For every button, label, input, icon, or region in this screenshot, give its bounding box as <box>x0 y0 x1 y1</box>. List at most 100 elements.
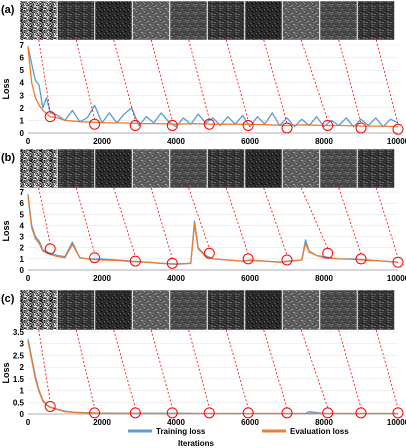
checkpoint-marker <box>392 123 404 135</box>
checkpoint-connector <box>263 39 288 124</box>
checkpoint-marker <box>355 122 367 134</box>
evaluation-loss-line <box>27 341 398 415</box>
checkpoint-connector <box>38 187 51 244</box>
thumbnail-image <box>282 289 320 331</box>
y-tick-label: 2.5 <box>13 351 25 360</box>
thumbnail-image <box>94 289 133 331</box>
checkpoint-connector <box>75 39 95 120</box>
checkpoint-connector <box>113 329 136 408</box>
panel-label: (b) <box>1 152 15 164</box>
checkpoint-marker <box>322 247 334 259</box>
y-axis-title: Loss <box>1 220 11 241</box>
checkpoint-connector <box>150 187 173 259</box>
thumbnail-image <box>169 148 208 189</box>
thumbnail-image <box>207 148 245 189</box>
thumbnail-image <box>57 289 95 331</box>
checkpoint-marker <box>281 407 293 419</box>
thumbnail-image <box>132 0 170 41</box>
x-tick-label: 4000 <box>167 137 185 146</box>
y-tick-label: 7 <box>20 41 25 50</box>
checkpoint-marker <box>203 118 215 130</box>
y-tick-label: 3.5 <box>13 328 25 337</box>
training-loss-line <box>27 46 399 128</box>
training-loss-line <box>27 194 399 266</box>
checkpoint-marker <box>129 407 141 419</box>
y-tick-label: 4 <box>20 79 25 88</box>
checkpoint-marker <box>322 407 334 419</box>
x-tick-label: 10000 <box>387 274 406 283</box>
checkpoint-marker <box>392 407 404 419</box>
checkpoint-marker <box>44 243 56 255</box>
checkpoint-marker <box>166 407 178 419</box>
y-tick-label: 1.5 <box>13 375 25 384</box>
thumbnail-image <box>207 289 245 331</box>
panel-b: (b) Loss 0 1 2 3 4 5 6 7 0 2000 4000 6000 8000 10000 <box>1 148 406 283</box>
thumbnail-image <box>19 0 58 41</box>
thumbnail-image <box>57 148 95 189</box>
panel-label: (a) <box>1 4 15 16</box>
y-tick-label: 5 <box>20 210 25 219</box>
checkpoint-marker <box>355 407 367 419</box>
thumbnail-image <box>169 0 208 41</box>
thumbnail-image <box>357 0 395 41</box>
panel-c: (c) Loss 0 0.5 1 1.5 2 2.5 3 3.5 0 2000 4000 6000 8000… <box>1 289 406 427</box>
checkpoint-connector <box>375 329 399 408</box>
thumbnail-image <box>94 148 133 189</box>
x-tick-label: 0 <box>26 274 31 283</box>
checkpoint-marker <box>89 252 101 264</box>
checkpoint-connector <box>188 329 210 408</box>
checkpoint-connector <box>75 187 95 253</box>
y-tick-label: 0 <box>20 266 25 275</box>
checkpoint-marker <box>129 119 141 131</box>
panel-a: (a) Loss 0 1 2 3 4 5 6 7 0 2000 4000 6000 8000 10000 <box>1 0 406 146</box>
x-tick-label: 8000 <box>315 418 333 427</box>
thumbnail-image <box>282 0 320 41</box>
y-tick-label: 7 <box>20 188 25 197</box>
checkpoint-marker <box>203 407 215 419</box>
x-tick-label: 10000 <box>387 137 406 146</box>
thumbnail-image <box>357 148 395 189</box>
x-tick-label: 0 <box>26 418 31 427</box>
checkpoint-connector <box>113 187 136 257</box>
checkpoint-marker <box>44 401 56 413</box>
checkpoint-marker <box>281 254 293 266</box>
x-tick-label: 8000 <box>315 274 333 283</box>
y-tick-label: 6 <box>20 199 25 208</box>
checkpoint-marker <box>242 253 254 265</box>
thumbnail-image <box>94 0 133 41</box>
checkpoint-marker <box>129 255 141 267</box>
thumbnail-image <box>319 148 358 189</box>
x-tick-label: 4000 <box>167 274 185 283</box>
checkpoint-connector <box>38 39 51 112</box>
x-tick-label: 10000 <box>387 418 406 427</box>
checkpoint-connector <box>263 329 288 408</box>
x-tick-label: 8000 <box>315 137 333 146</box>
checkpoint-marker <box>242 407 254 419</box>
y-tick-label: 3 <box>20 340 25 349</box>
thumbnail-image <box>244 289 283 331</box>
x-tick-label: 6000 <box>241 274 259 283</box>
checkpoint-marker <box>392 256 404 268</box>
checkpoint-connector <box>225 329 249 408</box>
y-tick-label: 1 <box>20 255 25 264</box>
legend: Training loss Evaluation loss <box>128 427 349 436</box>
thumbnail-image <box>244 0 283 41</box>
evaluation-loss-line <box>27 196 399 265</box>
checkpoint-connector <box>263 187 288 256</box>
checkpoint-connector <box>338 187 362 254</box>
thumbnail-image <box>282 148 320 189</box>
x-tick-label: 2000 <box>93 137 111 146</box>
thumbnail-image <box>169 289 208 331</box>
panel-label: (c) <box>1 293 15 305</box>
y-tick-label: 4 <box>20 221 25 230</box>
y-tick-label: 2 <box>20 244 25 253</box>
checkpoint-marker <box>166 257 178 269</box>
checkpoint-connector <box>150 329 173 408</box>
checkpoint-connector <box>75 329 95 408</box>
checkpoint-marker <box>322 119 334 131</box>
checkpoint-connector <box>338 39 362 124</box>
y-tick-label: 2 <box>20 104 25 113</box>
checkpoint-connector <box>188 187 210 249</box>
x-tick-label: 4000 <box>167 418 185 427</box>
